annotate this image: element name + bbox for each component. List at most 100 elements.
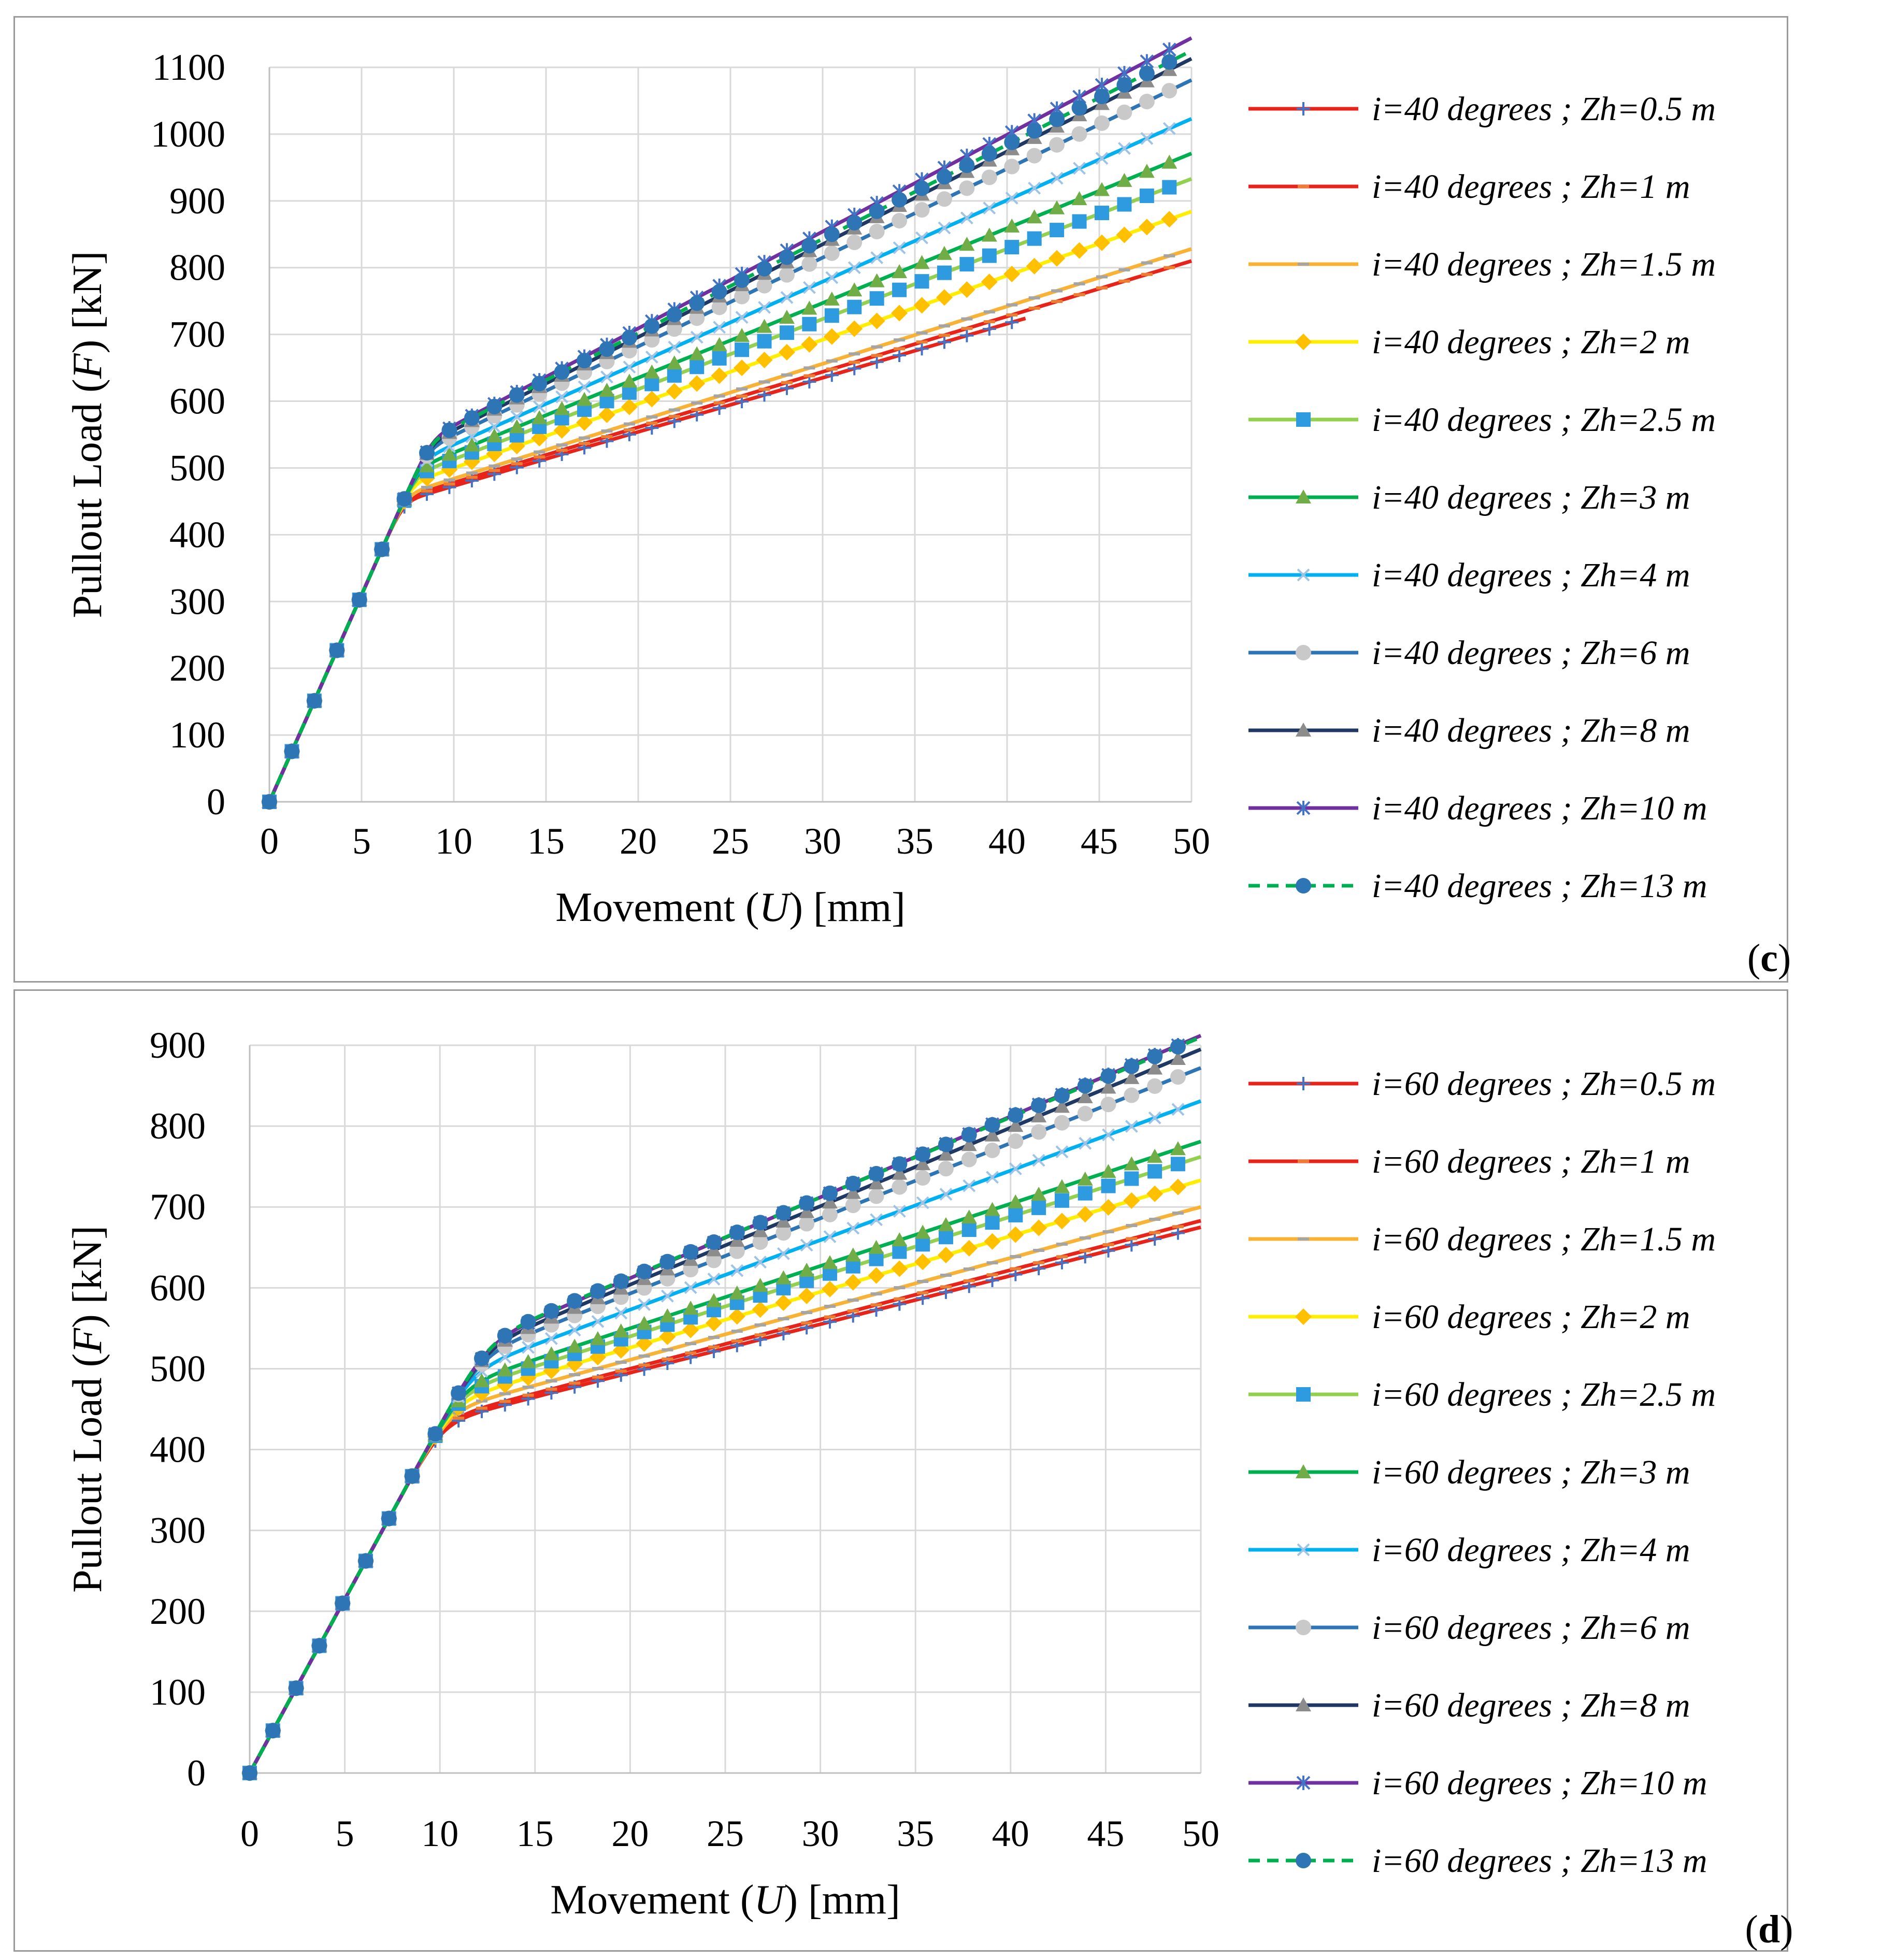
series-i-40-degrees-zh-2_5-m-marker: [959, 257, 974, 272]
series-i-40-degrees-zh-2-m-marker: [553, 422, 570, 439]
legend-item: i=40 degrees ; Zh=1 m: [1248, 168, 1690, 206]
series-i-60-degrees-zh-2_5-m-marker: [1054, 1193, 1069, 1208]
series-i-60-degrees-zh-0_5-m-marker: [1148, 1232, 1162, 1246]
series-i-60-degrees-zh-4-m-marker: [1102, 1128, 1115, 1142]
series-i-60-degrees-zh-4-m-marker: [870, 1213, 883, 1227]
series-i-60-degrees-zh-13-m-marker: [636, 1263, 652, 1279]
series-i-60-degrees-zh-4-m-marker: [1148, 1111, 1161, 1125]
series-i-60-degrees-zh-13-m-marker: [683, 1244, 699, 1260]
y-tick-label: 300: [169, 581, 225, 622]
legend-item: i=60 degrees ; Zh=1.5 m: [1248, 1220, 1716, 1258]
series-i-40-degrees-zh-3-m-marker: [689, 346, 705, 361]
y-axis-title-suffix: ) [kN]: [65, 251, 110, 354]
panel-letter: c: [1760, 936, 1778, 980]
series-i-40-degrees-zh-13-m-marker: [396, 491, 412, 507]
series-i-40-degrees-zh-2-m-marker: [1026, 257, 1043, 275]
series-i-60-degrees-zh-3-m-marker: [915, 1224, 931, 1239]
series-i-60-degrees-zh-13-m-marker: [706, 1234, 722, 1250]
y-tick-label: 700: [150, 1186, 206, 1228]
legend-item: i=60 degrees ; Zh=8 m: [1248, 1687, 1690, 1724]
series-i-40-degrees-zh-3-m-marker: [936, 246, 952, 260]
series-i-40-degrees-zh-6-m-marker: [1004, 158, 1020, 175]
series-i-60-degrees-zh-2_5-m-marker: [869, 1251, 884, 1266]
series-i-40-degrees-zh-13-m-marker: [644, 318, 660, 334]
y-tick-label: 900: [169, 180, 225, 222]
series-i-40-degrees-zh-2_5-m-marker: [1072, 214, 1087, 229]
series-i-40-degrees-zh-2_5-m-marker: [982, 248, 997, 263]
series-i-60-degrees-zh-4-m-marker: [522, 1341, 535, 1354]
legend-item: i=40 degrees ; Zh=2.5 m: [1248, 401, 1716, 439]
series-i-40-degrees-zh-3-m-marker: [666, 355, 682, 370]
series-i-40-degrees-zh-2_5-m-marker: [937, 265, 952, 280]
series-i-40-degrees-zh-3-m-marker: [869, 273, 885, 287]
legend-label: i=60 degrees ; Zh=8 m: [1372, 1687, 1690, 1724]
series-i-40-degrees-zh-4-m-marker: [645, 351, 658, 364]
y-tick-label: 0: [187, 1752, 206, 1794]
series-i-60-degrees-zh-4-m-marker: [1009, 1162, 1022, 1175]
x-tick-label: 30: [804, 820, 841, 862]
y-tick-label: 500: [169, 447, 225, 488]
x-tick-label: 35: [896, 820, 934, 862]
series-i-60-degrees-zh-2-m-marker: [844, 1274, 861, 1291]
x-tick-label: 10: [435, 820, 472, 862]
series-i-60-degrees-zh-8-m-marker: [845, 1185, 861, 1199]
legend-item: i=40 degrees ; Zh=4 m: [1248, 556, 1690, 594]
series-i-60-degrees-zh-13-m-marker: [451, 1385, 467, 1401]
series-i-40-degrees-zh-13-m-marker: [509, 387, 525, 403]
legend-label: i=60 degrees ; Zh=1 m: [1372, 1143, 1690, 1180]
x-tick-label: 5: [352, 820, 371, 862]
series-i-40-degrees-zh-2-m-marker: [711, 367, 728, 384]
series-i-60-degrees-zh-6-m-marker: [938, 1161, 954, 1177]
legend-marker: [1296, 1853, 1311, 1868]
series-i-40-degrees-zh-4-m-marker: [825, 271, 839, 284]
chart-panel-d: 0 5 10 15 20 25 30 35 40 45 5001002003004005006007…: [65, 1025, 1793, 1951]
series-i-60-degrees-zh-13-m-marker: [613, 1273, 629, 1289]
series-i-60-degrees-zh-4-m-marker: [591, 1315, 605, 1328]
series-i-40-degrees-zh-13-m-marker: [711, 284, 727, 300]
series-i-60-degrees-zh-2_5-m-marker: [1170, 1157, 1185, 1172]
series-i-60-degrees-zh-2_5-m-marker: [985, 1215, 1000, 1230]
series-i-40-degrees-zh-6-m-marker: [981, 169, 997, 185]
series-i-60-degrees-zh-3-m-marker: [1077, 1171, 1093, 1186]
series-i-60-degrees-zh-2_5-m-marker: [1124, 1171, 1139, 1186]
series-i-60-degrees-zh-13-m-marker: [984, 1117, 1000, 1133]
series-i-40-degrees-zh-6-m-marker: [666, 321, 682, 337]
series-i-60-degrees-zh-6-m-marker: [1077, 1105, 1093, 1121]
series-i-40-degrees-zh-2_5-m-marker: [824, 308, 839, 323]
series-i-60-degrees-zh-3-m-marker: [1170, 1141, 1186, 1156]
series-i-60-degrees-zh-4-m-marker: [777, 1247, 790, 1260]
series-i-60-degrees-zh-3-m-marker: [543, 1346, 559, 1361]
series-i-40-degrees-zh-3-m-marker: [644, 364, 660, 379]
series-i-40-degrees-zh-4-m-marker: [780, 291, 794, 304]
series-i-40-degrees-zh-3-m-marker: [1094, 182, 1110, 196]
panel-c-frame: [13, 16, 1788, 983]
legend-item: i=40 degrees ; Zh=8 m: [1248, 712, 1690, 750]
x-tick-label: 10: [421, 1813, 458, 1854]
series-i-60-degrees-zh-13-m-marker: [520, 1314, 536, 1330]
axes: [268, 67, 1191, 803]
axes: [249, 1045, 1201, 1774]
series-i-40-degrees-zh-6-m-marker: [711, 299, 727, 315]
series-i-40-degrees-zh-13-m-marker: [846, 215, 863, 231]
series-i-60-degrees-zh-8-m-marker: [938, 1146, 954, 1161]
series-i-60-degrees-zh-13-m-marker: [590, 1283, 606, 1299]
series-i-60-degrees-zh-2_5-m-marker: [938, 1230, 953, 1245]
x-tick-label: 45: [1081, 820, 1118, 862]
series-i-40-degrees-zh-13-m-marker: [464, 410, 480, 426]
series-i-60-degrees-zh-4-m-marker: [614, 1306, 628, 1320]
series-i-60-degrees-zh-2-m-marker: [1007, 1226, 1024, 1243]
series-i-40-degrees-zh-4-m-marker: [1028, 181, 1041, 195]
series-i-40-degrees-zh-6-m-marker: [779, 267, 795, 283]
series-i-40-degrees-zh-2-m-marker: [1003, 265, 1021, 282]
series-i-60-degrees-zh-6-m-marker: [729, 1243, 745, 1259]
series-i-60-degrees-zh-13-m-line: [248, 1035, 1202, 1774]
panel-d-frame: [13, 989, 1788, 1952]
series-i-40-degrees-zh-3-m-marker: [554, 401, 570, 415]
series-i-40-degrees-zh-2_5-m-marker: [1139, 189, 1154, 204]
series-i-40-degrees-zh-13-m-marker: [801, 238, 817, 254]
y-tick-label: 0: [207, 781, 225, 823]
series-markers: [261, 42, 1178, 810]
series-i-40-degrees-zh-13-m-marker: [1026, 123, 1042, 139]
y-tick-label: 400: [169, 514, 225, 555]
series-i-60-degrees-zh-4-m-marker: [1171, 1103, 1185, 1116]
